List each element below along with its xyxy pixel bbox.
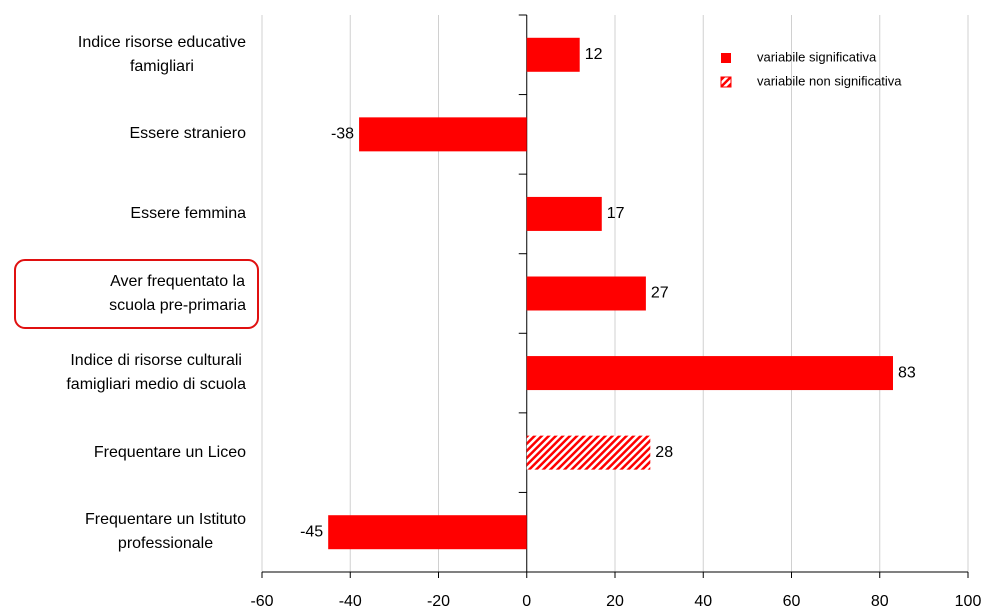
x-tick-label: -60 bbox=[250, 593, 273, 610]
bar bbox=[526, 435, 651, 470]
bar bbox=[526, 196, 602, 231]
legend-swatch bbox=[721, 53, 731, 63]
category-label: Frequentare un Liceo bbox=[93, 443, 246, 461]
value-label: 17 bbox=[607, 205, 625, 222]
x-tick-label: -40 bbox=[339, 593, 362, 610]
category-label: Frequentare un Istituto professionale bbox=[85, 511, 246, 553]
category-label: Essere straniero bbox=[129, 125, 247, 143]
bar bbox=[359, 117, 527, 152]
legend-label: variabile significativa bbox=[757, 49, 877, 64]
bar bbox=[526, 356, 893, 391]
x-tick-label: 20 bbox=[606, 593, 624, 610]
category-label: Aver frequentato la scuola pre-primaria bbox=[109, 272, 246, 314]
value-label: 27 bbox=[651, 285, 669, 302]
category-label: Indice risorse educative famigliari bbox=[77, 33, 246, 75]
x-tick-label: -20 bbox=[427, 593, 450, 610]
bar bbox=[526, 37, 580, 72]
x-tick-label: 80 bbox=[871, 593, 889, 610]
x-tick-label: 60 bbox=[783, 593, 801, 610]
x-tick-label: 40 bbox=[694, 593, 712, 610]
value-label: 83 bbox=[898, 364, 916, 381]
bar bbox=[328, 515, 527, 550]
legend-label: variabile non significativa bbox=[757, 73, 902, 88]
value-label: -38 bbox=[331, 126, 354, 143]
category-label: Essere femmina bbox=[130, 204, 246, 222]
x-tick-label: 0 bbox=[522, 593, 531, 610]
legend-swatch bbox=[720, 76, 732, 88]
value-label: 12 bbox=[585, 46, 603, 63]
x-tick-label: 100 bbox=[955, 593, 982, 610]
value-label: 28 bbox=[655, 444, 673, 461]
highlight-box bbox=[14, 259, 259, 329]
value-label: -45 bbox=[300, 523, 323, 540]
category-label: Indice di risorse culturali famigliari m… bbox=[66, 352, 246, 394]
bar bbox=[526, 276, 646, 311]
